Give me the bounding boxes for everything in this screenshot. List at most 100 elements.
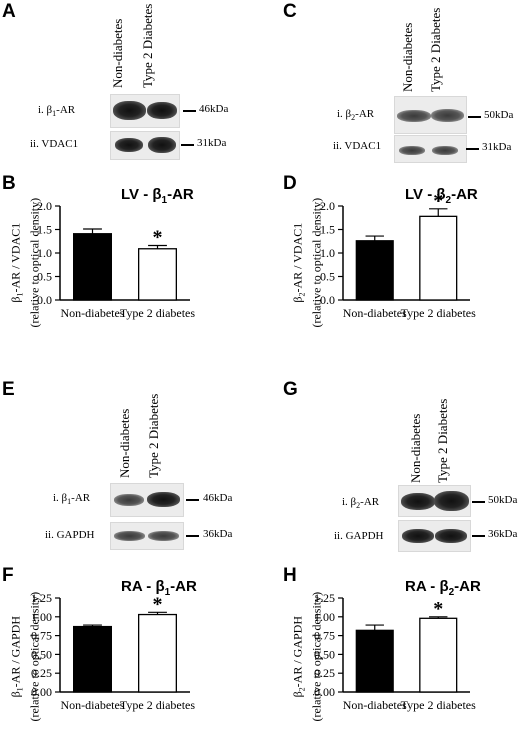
blot-band (435, 529, 467, 543)
y-tick-label: 0.0 (320, 293, 335, 307)
kda-marker (186, 499, 199, 501)
blot-band (147, 102, 177, 119)
kda-marker (186, 535, 199, 537)
blot-band (148, 137, 176, 153)
significance-asterisk: * (153, 226, 163, 248)
blot-e-row2-image (110, 522, 184, 550)
x-category-label: Non-diabetes (343, 306, 407, 320)
blot-a-row1-label: i. β1-AR (38, 104, 76, 119)
blot-c-row2-kda: 31kDa (482, 141, 512, 153)
chart-f-plot: 0.00 0.25 0.50 0.75 1.00 1.25 Non-diabetesType… (31, 591, 195, 712)
kda-marker (468, 116, 481, 118)
y-tick-label: 0.5 (320, 270, 335, 284)
y-tick-label: 1.0 (37, 246, 52, 260)
blot-band (399, 146, 425, 155)
blot-e-row1-image (110, 483, 184, 517)
x-category-label: Non-diabetes (343, 698, 407, 712)
blot-a-row2-kda: 31kDa (197, 137, 227, 149)
bar (137, 248, 177, 301)
panel-letter-d: D (283, 173, 297, 194)
bar (419, 215, 458, 301)
significance-asterisk: * (433, 598, 443, 620)
x-category-label: Non-diabetes (61, 698, 125, 712)
bar (137, 613, 177, 693)
blot-band (432, 146, 458, 155)
y-tick-label: 0.25 (31, 666, 52, 680)
panel-letter-a: A (2, 1, 16, 22)
blot-band (401, 493, 435, 510)
panel-letter-c: C (283, 1, 297, 22)
blot-a-row1-kda: 46kDa (199, 103, 229, 115)
y-tick-label: 1.00 (314, 610, 335, 624)
chart-d-title: LV - β2-AR (405, 186, 478, 206)
blot-a-row2-image (110, 131, 180, 160)
y-tick-label: 2.0 (320, 199, 335, 213)
y-tick-label: 1.25 (31, 591, 52, 605)
kda-marker (181, 144, 194, 146)
x-category-label: Type 2 diabetes (120, 698, 195, 712)
blot-c-row1-image (394, 96, 467, 134)
x-category-label: Non-diabetes (61, 306, 125, 320)
panel-letter-b: B (2, 173, 16, 194)
y-tick-label: 1.0 (320, 246, 335, 260)
blot-band (434, 491, 469, 511)
y-tick-label: 0.0 (37, 293, 52, 307)
y-tick-label: 0.75 (31, 629, 52, 643)
bar (419, 617, 458, 693)
blot-g-row1-image (398, 485, 471, 517)
x-category-label: Type 2 diabetes (401, 306, 476, 320)
kda-marker (472, 501, 485, 503)
y-tick-label: 1.5 (320, 223, 335, 237)
y-tick-label: 1.5 (37, 223, 52, 237)
blot-g-row2-image (398, 520, 471, 552)
blot-e-row2-label: ii. GAPDH (45, 529, 95, 541)
chart-b-title: LV - β1-AR (121, 186, 194, 206)
chart-f-title: RA - β1-AR (121, 578, 197, 598)
chart-h-title: RA - β2-AR (405, 578, 481, 598)
y-tick-label: 0.00 (31, 685, 52, 699)
significance-asterisk: * (433, 190, 443, 212)
blot-band (114, 531, 145, 541)
kda-marker (183, 110, 196, 112)
blot-g-row1-label: i. β2-AR (342, 496, 380, 511)
blot-e-row1-kda: 46kDa (203, 492, 233, 504)
blot-band (431, 109, 464, 122)
panel-letter-f: F (2, 565, 14, 586)
y-tick-label: 2.0 (37, 199, 52, 213)
y-tick-label: 0.50 (31, 647, 52, 661)
blot-e-row2-kda: 36kDa (203, 528, 233, 540)
y-tick-label: 0.5 (37, 270, 52, 284)
bar (73, 625, 113, 693)
y-tick-label: 0.25 (314, 666, 335, 680)
bar (355, 240, 394, 301)
blot-band (148, 531, 179, 541)
panel-letter-e: E (2, 379, 15, 400)
blot-band (115, 138, 143, 152)
bar (355, 629, 394, 693)
y-tick-label: 0.75 (314, 629, 335, 643)
y-tick-label: 1.00 (31, 610, 52, 624)
blot-band (147, 492, 180, 507)
blot-band (397, 110, 431, 122)
x-category-label: Type 2 diabetes (120, 306, 195, 320)
blot-g-row2-kda: 36kDa (488, 528, 518, 540)
blot-e-row1-label: i. β1-AR (53, 492, 91, 507)
blot-c-row1-label: i. β2-AR (337, 108, 375, 123)
significance-asterisk: * (153, 593, 163, 615)
blot-c-row2-image (394, 135, 467, 163)
panel-letter-g: G (283, 379, 298, 400)
y-tick-label: 0.00 (314, 685, 335, 699)
y-tick-label: 1.25 (314, 591, 335, 605)
blot-band (402, 529, 434, 543)
kda-marker (466, 148, 479, 150)
kda-marker (472, 535, 485, 537)
blot-c-row2-label: ii. VDAC1 (333, 140, 382, 152)
bar (73, 233, 113, 301)
blot-a-row1-image (110, 94, 180, 128)
blot-band (114, 494, 144, 506)
panel-letter-h: H (283, 565, 297, 586)
y-tick-label: 0.50 (314, 647, 335, 661)
blot-band (113, 101, 146, 120)
